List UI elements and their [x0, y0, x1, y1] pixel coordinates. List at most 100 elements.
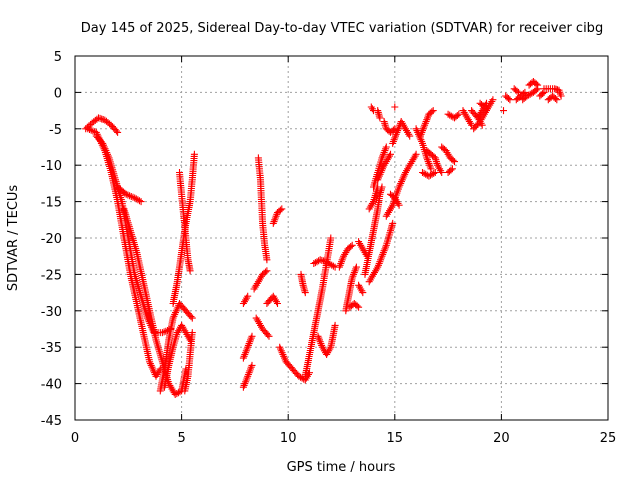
x-tick-label: 0: [71, 431, 79, 446]
data-point: [319, 257, 327, 265]
series-arc34: [387, 190, 403, 209]
series-arc42: [416, 107, 437, 140]
data-point: [265, 332, 273, 340]
data-point: [427, 165, 435, 173]
series-arc58: [525, 78, 542, 89]
data-point: [301, 289, 309, 297]
series-arc4: [114, 183, 145, 206]
series-arc44: [419, 169, 439, 180]
data-point: [158, 329, 166, 337]
data-point: [348, 241, 356, 249]
data-point: [89, 127, 97, 135]
data-point: [521, 88, 529, 96]
data-point: [278, 205, 286, 213]
data-point: [299, 281, 307, 289]
series-arc12: [239, 332, 256, 362]
series-arc20: [297, 270, 309, 297]
data-point: [264, 331, 272, 339]
series-arc46: [438, 143, 458, 166]
data-point: [99, 116, 107, 123]
series-arc23: [310, 256, 339, 271]
x-tick-label: 20: [493, 431, 510, 446]
series-arc21: [301, 234, 335, 380]
series-arc33: [374, 150, 394, 184]
data-point: [355, 303, 363, 311]
data-point: [160, 328, 168, 336]
y-axis-label: SDTVAR / TECUs: [6, 185, 21, 292]
series-arc39: [367, 103, 377, 115]
y-tick-label: -25: [41, 268, 62, 283]
data-point: [532, 86, 540, 94]
series-arc53: [500, 107, 507, 115]
data-point: [244, 292, 252, 300]
series-arc29: [361, 183, 386, 278]
data-point: [368, 105, 376, 113]
data-point: [276, 206, 284, 214]
series-arc62: [551, 85, 565, 100]
series-arc17: [263, 292, 281, 307]
data-point: [274, 300, 281, 307]
series-arc25: [342, 263, 360, 315]
data-point: [126, 192, 134, 200]
data-point: [136, 197, 143, 205]
data-point: [505, 95, 512, 102]
data-point: [422, 170, 430, 178]
data-point: [263, 267, 271, 275]
data-point: [431, 169, 439, 176]
x-tick-label: 5: [177, 431, 185, 446]
data-point: [391, 103, 399, 111]
series-arc52: [476, 99, 488, 111]
data-point: [248, 361, 256, 369]
data-point: [500, 107, 507, 115]
data-point: [122, 190, 130, 198]
series-arc48: [459, 107, 476, 129]
data-point: [380, 118, 388, 125]
data-point: [327, 234, 335, 242]
series-arc18: [269, 205, 286, 227]
data-point: [353, 302, 361, 310]
data-point: [186, 267, 194, 275]
series-arc38: [374, 107, 384, 122]
data-point: [515, 88, 522, 96]
data-point: [359, 289, 367, 297]
y-tick-label: -5: [49, 123, 62, 138]
data-point: [331, 321, 339, 329]
data-point: [430, 169, 438, 177]
y-tick-label: 0: [54, 86, 62, 101]
grid-lines: [75, 56, 608, 420]
data-point: [169, 300, 177, 307]
series-arc43: [423, 147, 446, 176]
series-arc9: [169, 150, 198, 307]
data-point: [406, 132, 414, 140]
data-point: [84, 125, 92, 133]
data-point: [453, 112, 461, 119]
data-point: [447, 166, 455, 174]
data-point: [162, 327, 170, 335]
y-tick-label: -35: [41, 341, 62, 356]
data-point: [506, 96, 514, 104]
series-arc55: [512, 88, 529, 104]
data-point: [480, 103, 488, 111]
x-axis-label: GPS time / hours: [287, 460, 396, 475]
y-tick-label: -10: [41, 159, 62, 174]
data-point: [479, 102, 487, 110]
data-point: [553, 96, 561, 104]
data-point: [532, 80, 540, 88]
series-arc37: [380, 118, 399, 136]
data-point: [262, 268, 269, 276]
data-point: [181, 387, 189, 395]
data-point: [263, 256, 271, 264]
chart-title: Day 145 of 2025, Sidereal Day-to-day VTE…: [81, 21, 603, 36]
series-arc26: [346, 300, 363, 311]
y-tick-label: -30: [41, 305, 62, 320]
data-point: [551, 95, 559, 102]
data-point: [389, 219, 397, 227]
data-point: [370, 107, 377, 115]
series-arc1: [82, 114, 122, 136]
series-arc35: [382, 150, 420, 220]
data-point: [513, 87, 521, 95]
data-point: [96, 114, 104, 122]
series-arc47: [444, 165, 456, 176]
data-point: [376, 114, 384, 122]
